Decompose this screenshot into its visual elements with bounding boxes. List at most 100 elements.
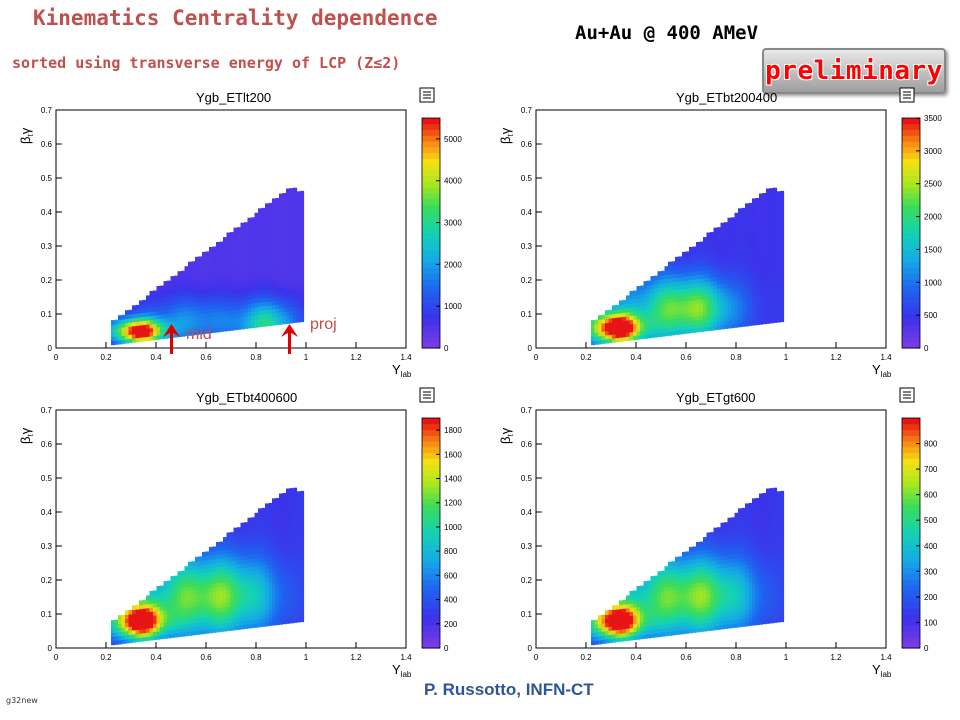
heat-cell [766, 221, 771, 226]
heat-cell [643, 305, 648, 311]
z-tick-label: 2500 [924, 180, 942, 189]
heat-cell [622, 620, 627, 625]
x-tick-label: 1.4 [880, 653, 892, 662]
heat-cell [114, 323, 119, 329]
heat-cell [745, 321, 750, 327]
heat-cell [142, 299, 147, 305]
heat-cell [146, 303, 151, 309]
heat-cell [682, 296, 687, 302]
heat-cell [689, 308, 694, 313]
heat-cell [741, 252, 746, 258]
heat-cell [114, 319, 119, 325]
heat-cell [293, 577, 298, 583]
colorbar-step [902, 284, 920, 292]
heat-cell [188, 602, 193, 608]
heat-cell [279, 599, 284, 605]
heat-cell [142, 612, 147, 617]
heat-cell [258, 249, 263, 254]
heat-cell [177, 628, 182, 633]
heat-cell [738, 302, 743, 307]
heat-cell [741, 260, 746, 266]
heat-cell [244, 554, 249, 560]
heat-cell [261, 511, 266, 517]
heat-cell [268, 247, 273, 253]
heat-cell [745, 211, 750, 217]
heat-cell [741, 273, 746, 278]
heat-cell [773, 208, 778, 213]
heat-cell [233, 535, 238, 541]
heat-cell [177, 575, 182, 580]
heat-cell [699, 549, 704, 555]
heat-cell [643, 309, 648, 315]
heat-cell [268, 296, 273, 302]
colorbar-step [422, 296, 440, 303]
heat-cell [244, 263, 249, 268]
heat-cell [741, 313, 746, 319]
heat-cell [738, 532, 743, 538]
heat-cell [114, 640, 119, 645]
heat-cell [289, 533, 294, 538]
heat-cell [296, 540, 301, 545]
heat-cell [710, 560, 715, 566]
heat-cell [643, 289, 648, 294]
heat-cell [675, 622, 680, 627]
panel-title-3: Ygb_ETgt600 [676, 390, 756, 405]
heat-cell [769, 261, 774, 267]
heat-cell [237, 563, 242, 569]
heat-cell [265, 207, 270, 213]
heat-cell [247, 619, 252, 625]
heat-cell [622, 324, 627, 330]
heat-cell [780, 609, 785, 614]
heat-cell [748, 580, 753, 586]
heat-cell [773, 508, 778, 513]
heat-cell [734, 606, 739, 612]
heat-cell [279, 250, 284, 256]
heat-cell [759, 575, 764, 580]
heat-cell [685, 304, 690, 310]
heat-cell [731, 254, 736, 259]
heat-cell [289, 249, 294, 254]
heat-cell [226, 293, 231, 299]
heat-cell [752, 592, 757, 597]
heat-cell [636, 606, 641, 612]
heat-cell [661, 619, 666, 625]
heat-cell [776, 256, 781, 262]
heat-cell [230, 272, 235, 278]
heat-cell [766, 310, 771, 316]
heat-cell [748, 243, 753, 249]
heat-cell [289, 196, 294, 201]
heat-cell [769, 204, 774, 210]
heat-cell [233, 588, 238, 594]
heat-cell [230, 544, 235, 550]
heat-cell [279, 213, 284, 219]
heat-cell [636, 622, 641, 628]
heat-cell [111, 632, 116, 638]
heat-cell [657, 279, 662, 284]
heat-cell [731, 262, 736, 267]
y-axis-label: βtγ [498, 427, 515, 444]
heat-cell [668, 302, 673, 308]
heat-cell [223, 602, 228, 607]
heat-cell [752, 222, 757, 228]
heat-cell [254, 606, 259, 612]
heat-cell [111, 332, 116, 338]
heat-cell [216, 295, 221, 300]
heat-cell [244, 283, 249, 289]
heat-cell [622, 304, 627, 309]
heat-cell [195, 293, 200, 299]
heat-cell [282, 550, 287, 555]
heat-cell [776, 532, 781, 537]
heat-cell [769, 520, 774, 526]
heat-cell [279, 620, 284, 625]
heat-cell [731, 233, 736, 239]
heat-cell [300, 548, 305, 553]
heat-cell [149, 311, 154, 316]
heat-cell [734, 323, 739, 328]
heat-cell [678, 597, 683, 602]
heat-cell [615, 621, 620, 626]
heat-cell [741, 269, 746, 274]
heat-cell [731, 266, 736, 271]
heat-cell [703, 306, 708, 312]
heat-cell [244, 222, 249, 227]
